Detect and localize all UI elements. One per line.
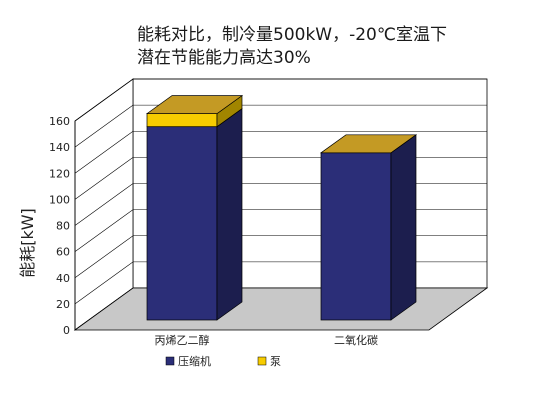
y-tick-label: 80 [56, 220, 70, 233]
gridline [74, 104, 487, 148]
bar-top [145, 95, 244, 114]
x-tick-label: 二氧化碳 [334, 333, 378, 347]
y-tick-label: 0 [63, 324, 70, 337]
y-tick-label: 40 [56, 272, 70, 285]
y-axis-label: 能耗[kW] [18, 208, 37, 278]
bar-side [216, 107, 243, 321]
bar-side [390, 134, 417, 321]
chart-title-block: 能耗对比，制冷量500kW，-20℃室温下 潜在节能能力高达30% [137, 24, 447, 70]
y-tick-label: 120 [49, 167, 70, 180]
y-tick-label: 60 [56, 246, 70, 259]
gridline [74, 78, 487, 122]
chart-title: 能耗对比，制冷量500kW，-20℃室温下 [137, 25, 447, 45]
x-tick-label: 丙烯乙二醇 [155, 333, 210, 347]
legend-swatch [257, 356, 267, 366]
legend-label: 压缩机 [178, 354, 211, 368]
chart-subtitle: 潜在节能能力高达30% [137, 48, 311, 68]
gridline [74, 130, 487, 174]
bar-front [146, 126, 218, 321]
bar-front [320, 152, 392, 321]
y-tick-label: 160 [49, 115, 70, 128]
legend-swatch [165, 356, 175, 366]
legend-label: 泵 [270, 355, 281, 368]
bar-top [319, 134, 418, 154]
y-tick-label: 20 [56, 298, 70, 311]
bar-front [146, 113, 218, 128]
y-tick-label: 100 [49, 193, 70, 206]
chart-floor [73, 287, 489, 331]
y-tick-label: 140 [49, 141, 70, 154]
